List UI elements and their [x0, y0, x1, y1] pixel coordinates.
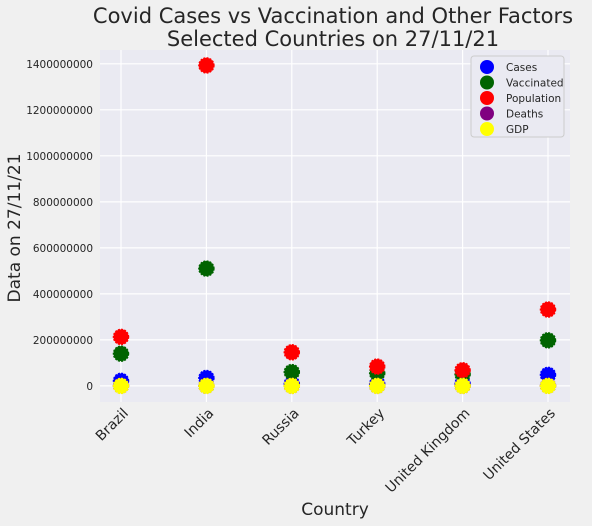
y-tick-label: 200000000 — [33, 335, 93, 347]
point-gdp — [283, 377, 301, 395]
chart-title-line-2: Selected Countries on 27/11/21 — [167, 27, 499, 51]
y-tick-labels: 0 200000000 400000000 600000000 800000000 100… — [26, 59, 93, 393]
legend-marker — [480, 75, 494, 90]
point-vaccinated — [283, 363, 301, 381]
y-tick-label: 0 — [86, 381, 93, 393]
legend-marker — [480, 60, 494, 74]
x-tick-label: United States — [480, 406, 558, 484]
legend-box — [470, 55, 565, 138]
x-tick-label: United Kingdom — [383, 406, 474, 497]
y-axis-label: Data on 27/11/21 — [5, 154, 25, 303]
point-gdp — [198, 377, 215, 395]
point-vaccinated — [198, 260, 215, 277]
legend-marker — [480, 91, 494, 105]
y-tick-label: 800000000 — [33, 197, 93, 209]
y-tick-label: 400000000 — [33, 289, 93, 301]
legend-label: Population — [506, 93, 561, 105]
point-gdp — [368, 377, 386, 395]
point-population — [283, 344, 301, 361]
x-tick-label: Brazil — [93, 406, 132, 445]
data-points — [112, 57, 557, 395]
point-vaccinated — [112, 345, 130, 362]
legend-marker — [480, 122, 494, 136]
legend-label: GDP — [506, 124, 529, 136]
y-tick-label: 1200000000 — [26, 105, 93, 117]
x-tick-label: Turkey — [344, 406, 388, 450]
chart-title-line-1: Covid Cases vs Vaccination and Other Fac… — [93, 4, 573, 28]
point-gdp — [539, 377, 557, 395]
y-tick-label: 1000000000 — [26, 151, 93, 163]
point-population — [198, 57, 215, 74]
point-vaccinated — [539, 332, 557, 349]
point-population — [454, 362, 471, 379]
legend: Cases Vaccinated Population Deaths GDP — [470, 55, 565, 138]
grid-lines — [100, 50, 570, 402]
point-population — [539, 301, 557, 318]
point-gdp — [454, 377, 471, 395]
legend-marker — [480, 106, 494, 121]
point-population — [368, 358, 386, 375]
x-tick-label: India — [182, 406, 218, 442]
legend-label: Deaths — [506, 109, 543, 121]
x-axis-label: Country — [301, 500, 369, 520]
point-population — [112, 328, 130, 346]
point-gdp — [112, 377, 130, 395]
x-tick-label: Russia — [259, 406, 302, 449]
legend-label: Vaccinated — [506, 78, 564, 90]
y-tick-label: 600000000 — [33, 243, 93, 255]
y-tick-label: 1400000000 — [26, 59, 93, 71]
legend-label: Cases — [506, 62, 537, 74]
